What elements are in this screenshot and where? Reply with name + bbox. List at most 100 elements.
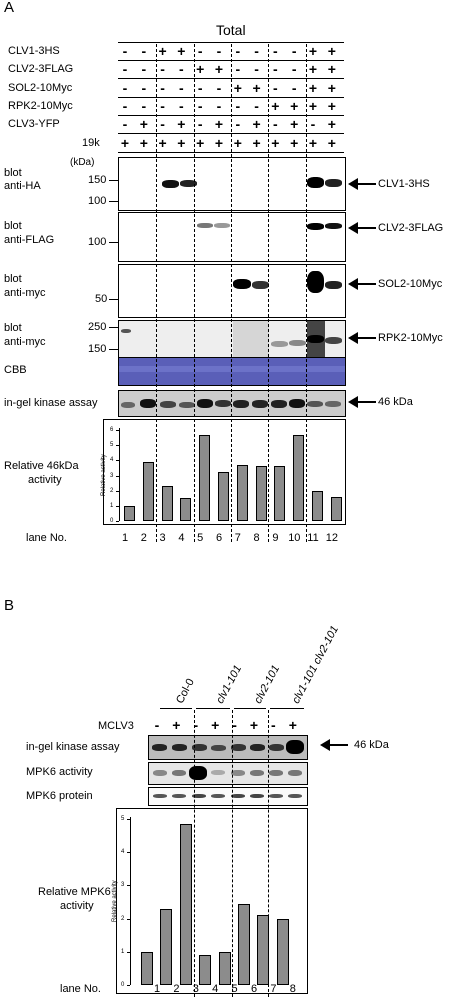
lane-label-a: lane No. [26, 532, 67, 544]
band [152, 744, 167, 751]
band [307, 177, 324, 188]
cbb-stain [118, 357, 346, 386]
row-label: RPK2-10Myc [8, 100, 73, 112]
band [307, 401, 323, 407]
plus-sign: + [308, 98, 318, 114]
minus-sign: - [141, 80, 147, 96]
band [160, 401, 176, 408]
plus-sign: + [196, 61, 205, 77]
lane-number: 11 [307, 532, 319, 544]
panel-a-header: Total [216, 22, 246, 38]
blot4-marker-250: 250 [88, 321, 107, 333]
marker-tick [109, 349, 118, 350]
plus-sign: + [327, 116, 336, 132]
plus-sign: + [327, 43, 336, 59]
plus-sign: + [288, 717, 297, 733]
minus-sign: - [216, 43, 222, 59]
y-tick-label: 5 [110, 442, 114, 449]
plus-sign: + [271, 98, 280, 114]
marker-tick [109, 327, 118, 328]
kinase-target-a: 46 kDa [378, 396, 413, 408]
bar [180, 498, 192, 521]
band [179, 402, 195, 408]
y-tick [127, 819, 130, 820]
y-tick-label: 4 [121, 849, 125, 856]
band [197, 399, 213, 408]
y-tick [127, 918, 130, 920]
y-axis-label: Relative activity [101, 453, 107, 496]
plus-sign: + [196, 135, 205, 151]
genotype-clv1-clv2: clv1-101 clv2-101 [290, 623, 342, 706]
y-tick [116, 460, 119, 462]
plus-sign: + [158, 135, 167, 151]
chart-a: 0 1 2 3 4 5 6 Relative activity [101, 419, 346, 525]
bar [161, 486, 173, 521]
bar [255, 466, 267, 521]
dashed-divider [306, 44, 307, 542]
arrow-icon [348, 278, 376, 290]
lane-number: 7 [234, 532, 241, 544]
bar [236, 464, 248, 521]
band [289, 340, 306, 346]
dashed-divider [232, 710, 233, 997]
plus-sign: + [327, 98, 336, 114]
band [172, 794, 186, 798]
lane-number: 5 [197, 532, 204, 544]
minus-sign: - [160, 80, 165, 96]
minus-sign: - [235, 116, 241, 132]
blot4-antibody: anti-myc [4, 336, 46, 348]
minus-sign: - [122, 61, 128, 77]
band [153, 770, 167, 776]
lane-number: 5 [231, 983, 238, 995]
blot3-label: blot [4, 273, 22, 285]
bar [218, 951, 231, 985]
kinase-label-b: in-gel kinase assay [26, 741, 120, 753]
genotype-line [270, 708, 304, 709]
blot4-target: RPK2-10Myc [378, 332, 443, 344]
lane-number: 7 [270, 983, 277, 995]
blot-anti-flag [118, 212, 346, 262]
plus-sign: + [290, 98, 299, 114]
marker-tick [109, 180, 118, 181]
minus-sign: - [179, 80, 184, 96]
blot1-marker-150: 150 [88, 174, 107, 186]
band [231, 744, 246, 751]
activity-label-b2: activity [60, 900, 94, 912]
band [307, 223, 324, 230]
y-axis [119, 428, 120, 521]
band [231, 770, 245, 776]
band [269, 744, 284, 751]
minus-sign: - [271, 717, 276, 733]
genotype-clv1: clv1-101 [214, 663, 245, 706]
band [233, 279, 251, 289]
band [172, 744, 187, 751]
minus-sign: - [160, 98, 165, 114]
bar [199, 434, 211, 521]
plus-sign: + [233, 135, 242, 151]
minus-sign: - [216, 98, 222, 114]
kinase-blot-a [118, 390, 346, 417]
blot2-antibody: anti-FLAG [4, 234, 55, 246]
plus-sign: + [252, 116, 261, 132]
band [192, 794, 206, 798]
row-label: CLV1-3HS [8, 45, 60, 57]
arrow-icon [320, 739, 348, 751]
bar [141, 951, 153, 985]
plus-sign: + [211, 717, 220, 733]
band [250, 744, 265, 751]
blot2-marker-100: 100 [88, 236, 107, 248]
minus-sign: - [122, 116, 128, 132]
bar [330, 496, 342, 521]
bar [312, 490, 323, 521]
activity-label-a1: Relative 46kDa [4, 460, 79, 472]
activity-label-b1: Relative MPK6 [38, 886, 111, 898]
minus-sign: - [254, 61, 259, 77]
band [211, 745, 226, 751]
genotype-line [196, 708, 230, 709]
plus-sign: + [308, 80, 318, 96]
y-tick-label: 3 [110, 472, 114, 479]
y-tick [116, 445, 119, 447]
dashed-divider [231, 44, 232, 542]
kinase-blot-b [148, 735, 308, 760]
dashed-divider [194, 710, 195, 997]
